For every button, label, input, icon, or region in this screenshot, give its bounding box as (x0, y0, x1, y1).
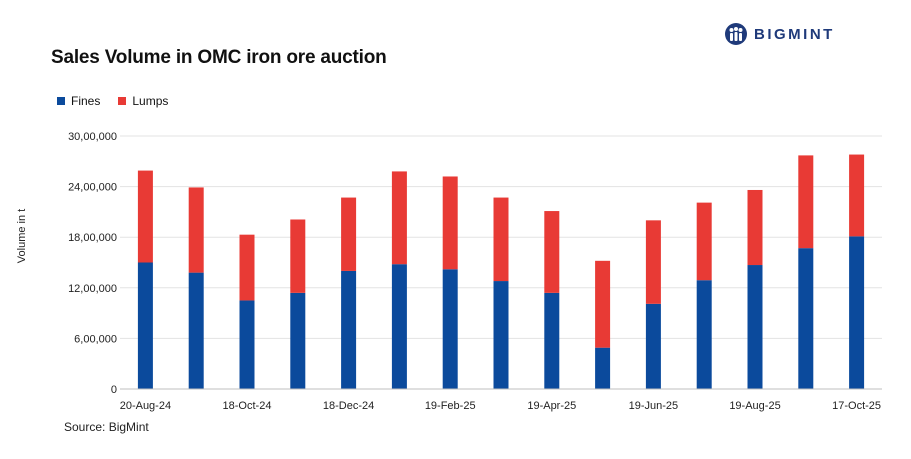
bar-fines (188, 272, 204, 389)
chart-title: Sales Volume in OMC iron ore auction (51, 47, 387, 68)
legend-swatch-lumps (118, 97, 127, 105)
bar-lumps (747, 189, 763, 266)
y-tick-label: 0 (111, 384, 117, 396)
bar-lumps (696, 202, 712, 281)
x-tick-label: 20-Aug-24 (120, 400, 171, 412)
bar-fines (747, 265, 763, 389)
bar-lumps (798, 155, 814, 249)
bar-lumps (849, 154, 865, 237)
y-tick-label: 12,00,000 (68, 283, 117, 295)
x-tick-label: 18-Oct-24 (223, 400, 272, 412)
y-tick-label: 24,00,000 (68, 182, 117, 194)
bar-lumps (391, 171, 407, 265)
bar-lumps (290, 219, 306, 293)
bar-fines (341, 270, 357, 389)
bar-lumps (645, 220, 661, 304)
bar-fines (493, 281, 509, 389)
bar-fines (442, 269, 458, 389)
legend: Fines Lumps (57, 94, 168, 108)
bar-fines (645, 303, 661, 389)
legend-item-fines: Fines (57, 94, 100, 108)
bar-lumps (341, 197, 357, 271)
x-tick-label: 19-Aug-25 (729, 400, 780, 412)
y-tick-label: 18,00,000 (68, 232, 117, 244)
x-tick-label: 19-Jun-25 (629, 400, 679, 412)
bar-fines (696, 280, 712, 389)
y-axis-label: Volume in t (16, 209, 28, 263)
brand-logo: BIGMINT (724, 22, 835, 46)
legend-item-lumps: Lumps (118, 94, 168, 108)
people-logo-icon (725, 23, 747, 45)
x-tick-label: 19-Apr-25 (527, 400, 576, 412)
bar-fines (544, 292, 560, 389)
bar-lumps (239, 234, 255, 301)
y-tick-label: 6,00,000 (74, 333, 117, 345)
x-tick-label: 19-Feb-25 (425, 400, 476, 412)
bar-fines (290, 292, 306, 389)
bar-lumps (544, 211, 560, 293)
bar-lumps (442, 176, 458, 270)
y-tick-label: 30,00,000 (68, 131, 117, 143)
legend-swatch-fines (57, 97, 65, 105)
bar-fines (239, 300, 255, 389)
bar-fines (798, 248, 814, 389)
bar-lumps (595, 260, 611, 348)
legend-label-lumps: Lumps (132, 94, 169, 108)
bar-lumps (188, 187, 204, 273)
bar-lumps (493, 197, 509, 282)
bar-fines (595, 347, 611, 389)
bar-lumps (137, 170, 153, 263)
legend-label-fines: Fines (71, 94, 101, 108)
source-note: Source: BigMint (64, 420, 149, 434)
bar-fines (391, 264, 407, 389)
x-tick-label: 18-Dec-24 (323, 400, 374, 412)
brand-name: BIGMINT (754, 25, 835, 43)
x-tick-label: 17-Oct-25 (832, 400, 881, 412)
bar-fines (849, 236, 865, 389)
bar-fines (137, 262, 153, 389)
